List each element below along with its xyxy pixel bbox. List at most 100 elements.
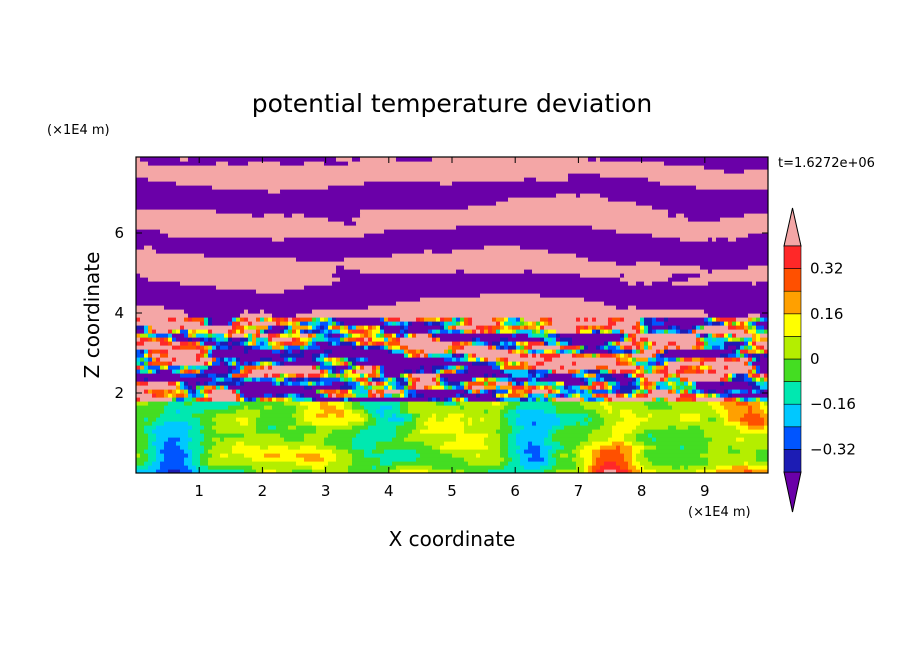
heatmap-cell-run (468, 381, 485, 386)
heatmap-cell-run (180, 281, 333, 286)
heatmap-cell-run (764, 421, 768, 426)
heatmap-cell-run (456, 369, 465, 374)
heatmap-cell-run (496, 377, 501, 382)
heatmap-cell-run (260, 377, 273, 382)
heatmap-cell-run (176, 409, 181, 414)
heatmap-cell-run (324, 325, 329, 330)
heatmap-cell-run (240, 337, 249, 342)
heatmap-cell-run (436, 377, 441, 382)
heatmap-cell-run (644, 345, 649, 350)
heatmap-cell-run (168, 353, 197, 358)
heatmap-cell-run (680, 365, 689, 370)
heatmap-cell-run (724, 169, 745, 174)
heatmap-cell-run (284, 437, 305, 442)
heatmap-cell-run (460, 393, 465, 398)
heatmap-cell-run (312, 421, 349, 426)
heatmap-cell-run (488, 433, 501, 438)
heatmap-cell-run (496, 393, 501, 398)
heatmap-cell-run (260, 357, 273, 362)
heatmap-cell-run (244, 365, 257, 370)
heatmap-cell-run (488, 329, 493, 334)
heatmap-cell-run (360, 269, 457, 274)
heatmap-cell-run (520, 461, 549, 466)
heatmap-cell-run (752, 325, 757, 330)
heatmap-cell-run (280, 189, 768, 194)
heatmap-cell-run (548, 397, 553, 402)
heatmap-cell-run (312, 357, 317, 362)
heatmap-cell-run (248, 397, 253, 402)
heatmap-cell-run (636, 201, 768, 206)
heatmap-cell-run (540, 393, 545, 398)
heatmap-cell-run (532, 377, 537, 382)
heatmap-cell-run (552, 437, 589, 442)
heatmap-cell-run (696, 345, 701, 350)
heatmap-cell-run (148, 177, 525, 182)
heatmap-cell-run (704, 429, 741, 434)
heatmap-cell-run (472, 385, 485, 390)
heatmap-cell-run (652, 397, 657, 402)
heatmap-cell-run (548, 321, 553, 326)
heatmap-cell-run (560, 353, 573, 358)
heatmap-cell-run (712, 321, 721, 326)
heatmap-cell-run (312, 353, 321, 358)
heatmap-cell-run (584, 369, 589, 374)
heatmap-cell-run (720, 377, 725, 382)
heatmap-cell-run (456, 269, 465, 274)
heatmap-cell-run (144, 461, 153, 466)
heatmap-cell-run (264, 337, 269, 342)
heatmap-cell-run (164, 365, 169, 370)
heatmap-cell-run (660, 377, 665, 382)
heatmap-cell-run (464, 321, 469, 326)
heatmap-cell-run (232, 445, 261, 450)
heatmap-cell-run (644, 465, 673, 470)
heatmap-cell-run (280, 433, 305, 438)
heatmap-cell-run (304, 373, 309, 378)
heatmap-cell-run (136, 297, 421, 302)
heatmap-cell-run (336, 321, 341, 326)
heatmap-cell-run (384, 229, 617, 234)
heatmap-cell-run (336, 317, 381, 322)
heatmap-cell-run (392, 349, 405, 354)
heatmap-cell-run (636, 305, 768, 310)
heatmap-cell-run (232, 317, 237, 322)
heatmap-cell-run (388, 321, 393, 326)
heatmap-cell-run (468, 389, 473, 394)
heatmap-cell-run (696, 397, 725, 402)
heatmap-cell-run (608, 385, 613, 390)
heatmap-cell-run (276, 341, 281, 346)
heatmap-cell-run (264, 213, 285, 218)
heatmap-cell-run (256, 329, 261, 334)
heatmap-cell-run (392, 337, 397, 342)
heatmap-cell-run (340, 369, 345, 374)
heatmap-cell-run (320, 365, 333, 370)
heatmap-cell-run (476, 389, 481, 394)
heatmap-cell-run (456, 357, 461, 362)
heatmap-cell-run (272, 381, 277, 386)
heatmap-cell-run (752, 353, 761, 358)
heatmap-cell-run (524, 381, 529, 386)
heatmap-cell-run (552, 453, 561, 458)
heatmap-cell-run (280, 349, 285, 354)
heatmap-cell-run (464, 369, 469, 374)
heatmap-cell-run (724, 421, 741, 426)
heatmap-cell-run (472, 317, 493, 322)
heatmap-cell-run (304, 417, 365, 422)
heatmap-cell-run (448, 385, 453, 390)
heatmap-cell-run (552, 317, 577, 322)
heatmap-cell-run (348, 325, 353, 330)
heatmap-cell-run (640, 469, 657, 473)
heatmap-cell-run (148, 433, 157, 438)
heatmap-cell-run (468, 365, 493, 370)
heatmap-cell-run (588, 469, 593, 473)
heatmap-cell-run (140, 453, 149, 458)
heatmap-cell-run (600, 445, 617, 450)
heatmap-cell-run (324, 161, 349, 166)
heatmap-cell-run (224, 385, 229, 390)
heatmap-cell-run (552, 321, 609, 326)
heatmap-cell-run (624, 317, 641, 322)
heatmap-cell-run (384, 385, 389, 390)
heatmap-cell-run (608, 365, 637, 370)
heatmap-cell-run (172, 333, 185, 338)
heatmap-cell-run (628, 333, 633, 338)
heatmap-cell-run (324, 357, 329, 362)
